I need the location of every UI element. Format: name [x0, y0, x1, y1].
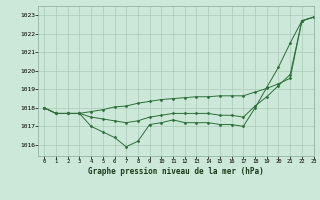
X-axis label: Graphe pression niveau de la mer (hPa): Graphe pression niveau de la mer (hPa): [88, 167, 264, 176]
